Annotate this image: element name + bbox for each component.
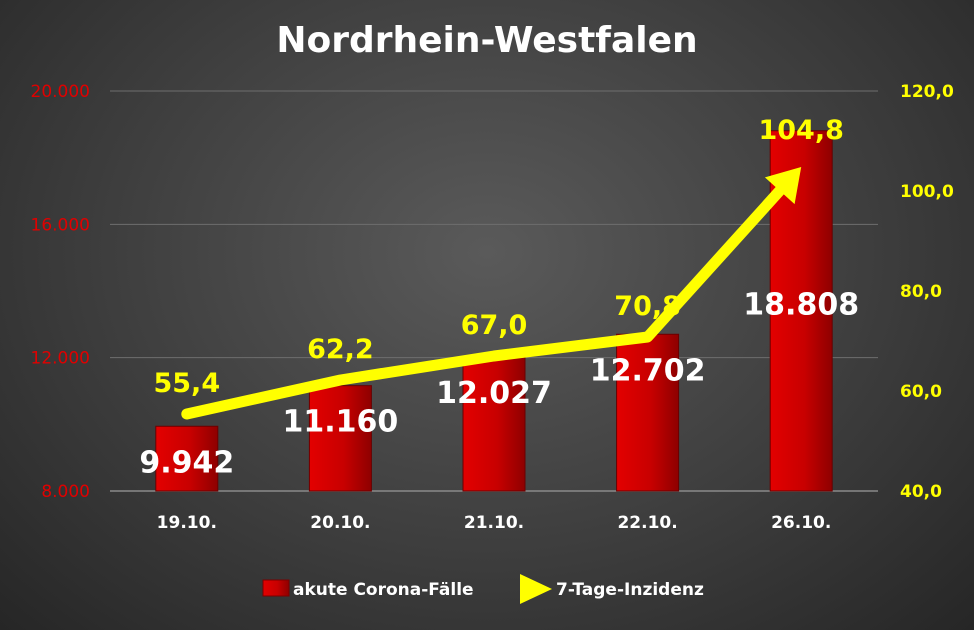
bar [155, 425, 219, 492]
legend-swatch-line [520, 574, 552, 604]
line-data-label: 70,8 [614, 291, 681, 322]
bar [769, 130, 833, 492]
x-tick-label: 20.10. [310, 513, 370, 533]
bar-data-label: 9.942 [139, 445, 234, 480]
legend-label-bars: akute Corona-Fälle [293, 580, 474, 600]
right-axis: 40,0 60,0 80,0 100,0 120,0 [900, 82, 954, 502]
line-data-labels: 55,4 62,2 67,0 70,8 104,8 [153, 115, 843, 399]
x-tick-label: 21.10. [464, 513, 524, 533]
left-tick-label: 20.000 [31, 82, 90, 102]
bar-data-label: 18.808 [743, 288, 859, 323]
left-tick-label: 12.000 [31, 349, 90, 369]
legend-item-bars: akute Corona-Fälle [262, 579, 474, 600]
bar-data-label: 12.027 [436, 376, 552, 411]
right-tick-label: 100,0 [900, 182, 954, 202]
legend: akute Corona-Fälle 7-Tage-Inzidenz [262, 574, 704, 604]
bar-data-labels: 9.942 11.160 12.027 12.702 18.808 [139, 288, 859, 481]
left-axis: 8.000 12.000 16.000 20.000 [31, 82, 90, 502]
bar-series [155, 130, 833, 492]
left-tick-label: 8.000 [41, 482, 90, 502]
right-tick-label: 120,0 [900, 82, 954, 102]
bar-data-label: 12.702 [590, 353, 706, 388]
right-tick-label: 40,0 [900, 482, 942, 502]
legend-swatch-bars [262, 579, 290, 597]
x-tick-label: 26.10. [771, 513, 831, 533]
x-axis: 19.10. 20.10. 21.10. 22.10. 26.10. [157, 513, 832, 533]
bar [308, 385, 372, 492]
legend-label-line: 7-Tage-Inzidenz [556, 580, 704, 600]
legend-item-line: 7-Tage-Inzidenz [520, 574, 704, 604]
line-series [181, 167, 802, 420]
chart-title: Nordrhein-Westfalen [276, 20, 697, 61]
line-data-label: 62,2 [307, 334, 374, 365]
x-tick-label: 19.10. [157, 513, 217, 533]
line-data-label: 55,4 [153, 368, 220, 399]
series-line [181, 185, 786, 420]
left-tick-label: 16.000 [31, 215, 90, 235]
line-data-label: 67,0 [461, 310, 528, 341]
line-data-label: 104,8 [758, 115, 843, 146]
series-arrowhead [764, 167, 802, 205]
right-tick-label: 60,0 [900, 382, 942, 402]
bar-data-label: 11.160 [283, 405, 399, 440]
right-tick-label: 80,0 [900, 282, 942, 302]
x-tick-label: 22.10. [617, 513, 677, 533]
